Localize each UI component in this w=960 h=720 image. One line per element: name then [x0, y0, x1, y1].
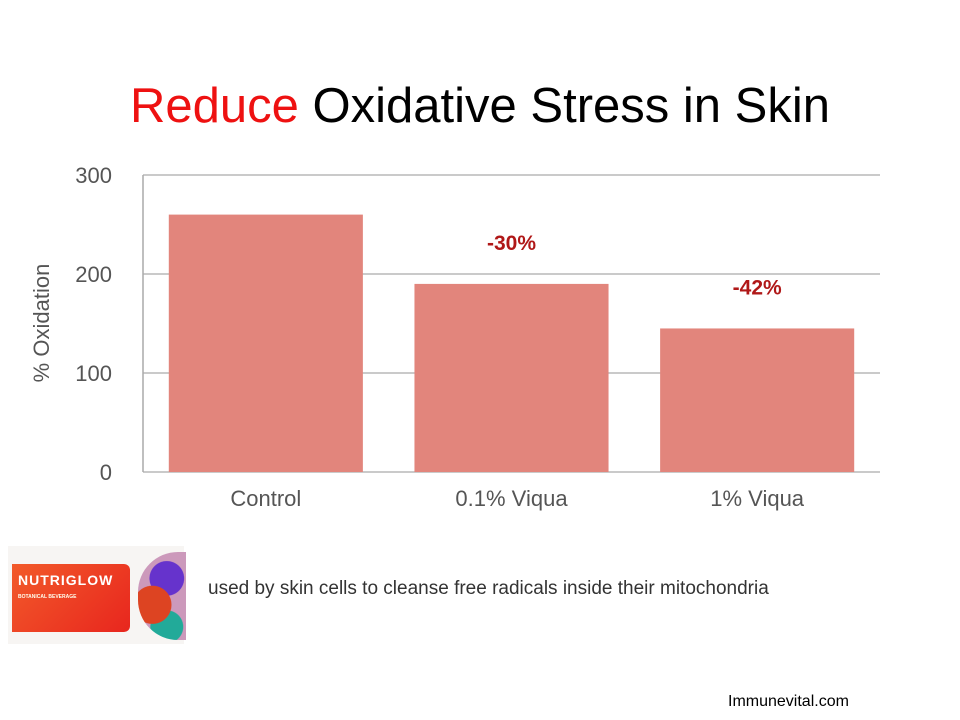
bar	[660, 328, 855, 472]
data-label: -30%	[487, 232, 536, 255]
product-subtitle: BOTANICAL BEVERAGE	[18, 594, 77, 600]
y-tick-label: 300	[75, 163, 112, 188]
y-tick-label: 200	[75, 262, 112, 287]
product-box	[12, 564, 130, 632]
slide-title: Reduce Oxidative Stress in Skin	[0, 78, 960, 134]
product-image: NUTRIGLOW BOTANICAL BEVERAGE	[8, 546, 186, 644]
x-tick-label: 0.1% Viqua	[455, 486, 568, 511]
data-label: -42%	[733, 276, 782, 299]
title-accent: Reduce	[130, 79, 299, 133]
bar	[168, 214, 363, 472]
bar	[414, 283, 609, 472]
y-tick-label: 100	[75, 361, 112, 386]
caption: used by skin cells to cleanse free radic…	[208, 578, 769, 599]
x-tick-label: Control	[230, 486, 301, 511]
y-axis-label: % Oxidation	[29, 263, 54, 383]
product-brand: NUTRIGLOW	[18, 572, 114, 588]
x-tick-label: 1% Viqua	[710, 486, 805, 511]
y-tick-label: 0	[100, 460, 112, 485]
title-rest: Oxidative Stress in Skin	[298, 79, 830, 133]
website-label: Immunevital.com	[728, 693, 849, 710]
product-dot-pattern	[138, 552, 186, 640]
